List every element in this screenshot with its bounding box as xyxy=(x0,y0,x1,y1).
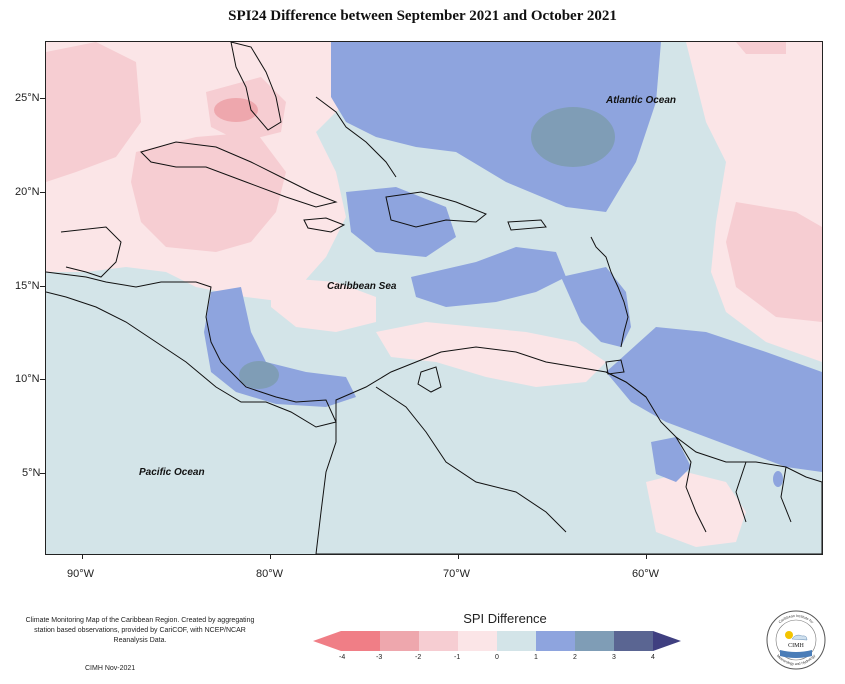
orinoco-outline xyxy=(605,371,647,398)
legend-tick: -2 xyxy=(415,654,422,661)
legend-arrow-left xyxy=(313,631,341,651)
legend-tick: 1 xyxy=(534,654,538,661)
map-area xyxy=(45,41,823,555)
pos1-region-central-caribbean xyxy=(411,247,566,307)
guiana-border-2 xyxy=(735,461,747,523)
legend-swatch-neg1 xyxy=(458,631,497,651)
bahamas-outline xyxy=(315,96,397,178)
hispaniola-outline xyxy=(385,191,487,228)
lat-tick-mark xyxy=(40,473,45,474)
legend-swatch-pos3 xyxy=(614,631,653,651)
neg1-region-central xyxy=(271,277,376,332)
legend-swatch-neg4 xyxy=(341,631,380,651)
jamaica-outline xyxy=(303,217,346,233)
map-title: SPI24 Difference between September 2021 … xyxy=(228,8,617,24)
central-america-outline xyxy=(46,271,337,428)
lon-tick-60w: 60°W xyxy=(632,568,660,580)
lat-tick-5n: 5°N xyxy=(22,467,41,479)
trinidad-outline xyxy=(605,359,625,375)
pos1-region-hispaniola xyxy=(346,187,456,257)
cuba-outline xyxy=(140,141,338,208)
legend-colorbar xyxy=(313,631,681,651)
pos1-region-south-atlantic xyxy=(606,327,822,472)
lon-tick-mark xyxy=(82,554,83,559)
sun-icon xyxy=(785,631,793,639)
south-america-outline xyxy=(315,346,822,554)
legend-tick: 0 xyxy=(495,654,499,661)
lon-tick-90w: 90°W xyxy=(67,568,95,580)
pos1-region-guyana xyxy=(651,437,691,482)
florida-outline xyxy=(230,42,282,131)
neg3-patch-florida xyxy=(214,98,258,122)
legend-swatch-pos1 xyxy=(536,631,575,651)
pos1-region-atlantic xyxy=(331,42,661,212)
footer-description: Climate Monitoring Map of the Caribbean … xyxy=(25,617,255,644)
neg2-region-cuba xyxy=(131,132,286,252)
puerto-rico-outline xyxy=(507,219,547,231)
pos1-region-lesser-antilles xyxy=(561,267,631,347)
lon-tick-mark xyxy=(458,554,459,559)
lat-tick-20n: 20°N xyxy=(15,186,40,198)
lat-tick-25n: 25°N xyxy=(15,92,40,104)
neg2-region-gulf xyxy=(46,42,141,182)
legend-swatch-zero xyxy=(497,631,536,651)
neg2-region-top-right xyxy=(736,42,786,54)
lat-tick-10n: 10°N xyxy=(15,373,40,385)
lat-tick-15n: 15°N xyxy=(15,280,40,292)
caribbean-sea-label: Caribbean Sea xyxy=(327,281,397,292)
lat-tick-mark xyxy=(40,379,45,380)
lon-tick-80w: 80°W xyxy=(256,568,284,580)
atlantic-ocean-label: Atlantic Ocean xyxy=(606,95,677,106)
legend-tick: -3 xyxy=(376,654,383,661)
legend-tick: 3 xyxy=(612,654,616,661)
footer-credit: CIMH Nov-2021 xyxy=(85,665,136,672)
lon-tick-mark xyxy=(270,554,271,559)
coastline-outlines xyxy=(46,42,822,554)
neg1-region-south-caribbean xyxy=(376,322,606,387)
legend-tick: -1 xyxy=(454,654,461,661)
guiana-border-1 xyxy=(675,436,707,533)
yucatan-outline xyxy=(60,226,122,278)
legend-arrow-right xyxy=(653,631,681,651)
pos2-patch-atlantic xyxy=(531,107,615,167)
lon-tick-mark xyxy=(646,554,647,559)
spi-map-graphic xyxy=(46,42,822,554)
legend-swatch-pos2 xyxy=(575,631,614,651)
legend-tick: -4 xyxy=(339,654,346,661)
cimh-logo: CIMH Caribbean Institute for Meteorology… xyxy=(766,610,826,670)
guiana-border-3 xyxy=(780,466,792,523)
legend-tick: 2 xyxy=(573,654,577,661)
sea-icon xyxy=(780,650,812,658)
venezuela-colombia-border xyxy=(375,386,567,533)
neg2-region-east-atlantic xyxy=(726,202,822,322)
pacific-ocean-label: Pacific Ocean xyxy=(139,467,205,478)
legend-swatch-neg3 xyxy=(380,631,419,651)
legend-tick: 4 xyxy=(651,654,655,661)
legend-title: SPI Difference xyxy=(463,611,547,626)
neg1-region-guianas xyxy=(646,472,746,547)
lat-tick-mark xyxy=(40,286,45,287)
logo-name: CIMH xyxy=(788,643,804,649)
lon-tick-70w: 70°W xyxy=(443,568,471,580)
lesser-antilles-outline xyxy=(590,236,629,348)
cloud-icon xyxy=(791,634,808,641)
lat-tick-mark xyxy=(40,98,45,99)
pos2-patch-central-america xyxy=(239,361,279,389)
lake-maracaibo-outline xyxy=(417,366,442,393)
pos1-patch-suriname xyxy=(773,471,783,487)
lat-tick-mark xyxy=(40,192,45,193)
legend-swatch-neg2 xyxy=(419,631,458,651)
